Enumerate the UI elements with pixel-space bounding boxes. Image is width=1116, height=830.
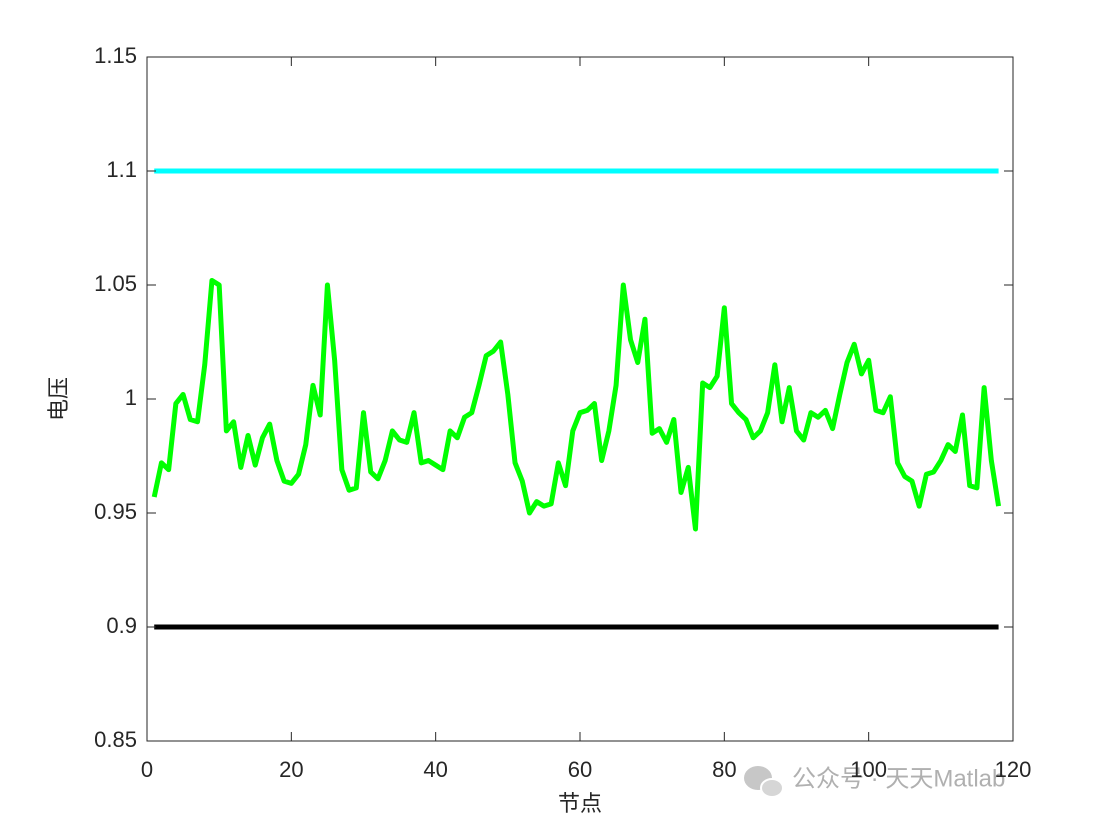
y-tick-label: 0.9: [106, 613, 137, 638]
y-axis-label: 电压: [46, 377, 71, 421]
x-tick-label: 20: [279, 757, 303, 782]
x-tick-label: 120: [995, 757, 1032, 782]
x-tick-label: 40: [423, 757, 447, 782]
x-tick-label: 100: [850, 757, 887, 782]
y-tick-label: 0.85: [94, 727, 137, 752]
watermark: 公众号 · 天天Matlab: [792, 765, 1005, 792]
y-tick-label: 1.15: [94, 43, 137, 68]
y-tick-label: 0.95: [94, 499, 137, 524]
y-tick-label: 1: [125, 385, 137, 410]
y-tick-label: 1.1: [106, 157, 137, 182]
x-tick-label: 0: [141, 757, 153, 782]
plot-area: [147, 57, 1013, 741]
line-series: [151, 277, 1002, 532]
watermark-icon: [744, 766, 784, 798]
y-tick-label: 1.05: [94, 271, 137, 296]
x-axis-label: 节点: [558, 791, 602, 816]
x-tick-label: 60: [568, 757, 592, 782]
x-tick-label: 80: [712, 757, 736, 782]
